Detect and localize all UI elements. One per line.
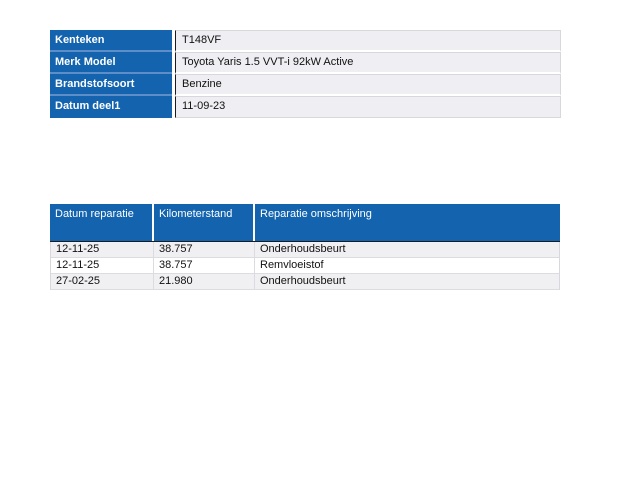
header-cell-datum-reparatie: Datum reparatie [55, 208, 134, 220]
vehicle-info-label: Merk Model [50, 52, 172, 74]
repair-history-table: Datum reparatie Kilometerstand Reparatie… [50, 204, 560, 290]
vehicle-info-label: Kenteken [50, 30, 172, 52]
vehicle-info-row-datum-deel1: Datum deel1 11-09-23 [50, 96, 561, 118]
vehicle-info-row-brandstofsoort: Brandstofsoort Benzine [50, 74, 561, 96]
cell-reparatie-omschrijving: Onderhoudsbeurt [254, 274, 559, 289]
vehicle-info-table: Kenteken T148VF Merk Model Toyota Yaris … [50, 30, 561, 118]
cell-kilometerstand: 38.757 [153, 258, 254, 273]
vehicle-info-value-merk-model: Toyota Yaris 1.5 VVT-i 92kW Active [175, 52, 561, 74]
cell-kilometerstand: 21.980 [153, 274, 254, 289]
header-cell-kilometerstand: Kilometerstand [152, 204, 253, 241]
cell-reparatie-omschrijving: Remvloeistof [254, 258, 559, 273]
vehicle-info-label: Datum deel1 [50, 96, 172, 118]
header-cell-reparatie-omschrijving: Reparatie omschrijving [253, 204, 560, 241]
cell-datum-reparatie: 27-02-25 [56, 275, 101, 287]
cell-datum-reparatie: 12-11-25 [56, 259, 100, 271]
vehicle-info-value-datum-deel1: 11-09-23 [175, 96, 561, 118]
table-row: 27-02-25 21.980 Onderhoudsbeurt [50, 274, 560, 290]
repair-table-header-row: Datum reparatie Kilometerstand Reparatie… [50, 204, 560, 242]
cell-reparatie-omschrijving: Onderhoudsbeurt [254, 242, 559, 257]
vehicle-info-row-kenteken: Kenteken T148VF [50, 30, 561, 52]
table-row: 12-11-25 38.757 Onderhoudsbeurt [50, 242, 560, 258]
vehicle-info-row-merk-model: Merk Model Toyota Yaris 1.5 VVT-i 92kW A… [50, 52, 561, 74]
vehicle-info-label: Brandstofsoort [50, 74, 172, 96]
cell-kilometerstand: 38.757 [153, 242, 254, 257]
cell-datum-reparatie: 12-11-25 [56, 243, 100, 255]
vehicle-info-value-brandstofsoort: Benzine [175, 74, 561, 96]
vehicle-info-value-kenteken: T148VF [175, 30, 561, 52]
table-row: 12-11-25 38.757 Remvloeistof [50, 258, 560, 274]
